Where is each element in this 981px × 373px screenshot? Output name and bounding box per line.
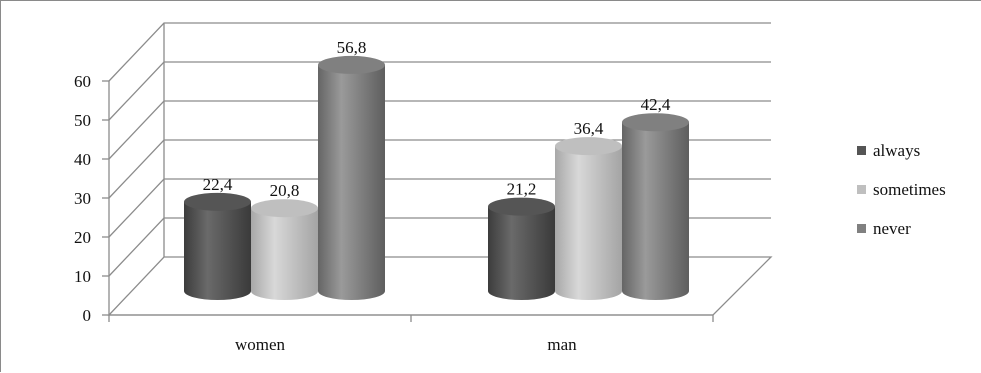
bar-never-women — [318, 55, 385, 300]
y-tick-label: 20 — [74, 228, 91, 247]
bar-top — [251, 199, 318, 218]
y-tick-label: 0 — [83, 306, 92, 325]
bar-body — [555, 146, 622, 300]
bar-top — [622, 113, 689, 132]
bar-always-women — [184, 192, 251, 300]
bar-body — [622, 122, 689, 300]
y-tick-label: 30 — [74, 189, 91, 208]
data-label: 21,2 — [507, 180, 537, 199]
legend-label: always — [873, 141, 920, 160]
data-label: 36,4 — [574, 119, 604, 138]
bar-top — [184, 192, 251, 211]
legend-item-sometimes: sometimes — [857, 180, 946, 199]
bar-body — [318, 64, 385, 300]
bar-always-man — [488, 197, 555, 300]
gridline — [108, 61, 771, 121]
legend-label: never — [873, 219, 911, 238]
legend-label: sometimes — [873, 180, 946, 199]
legend-swatch — [857, 185, 866, 194]
legend-swatch — [857, 146, 866, 155]
bar-body — [251, 208, 318, 300]
bar-body — [488, 206, 555, 300]
bar-sometimes-women — [251, 199, 318, 300]
y-tick-label: 40 — [74, 150, 91, 169]
data-label: 56,8 — [337, 38, 367, 57]
data-label: 42,4 — [641, 95, 671, 114]
bar-top — [318, 55, 385, 74]
y-tick-label: 50 — [74, 111, 91, 130]
x-tick-label: women — [235, 335, 286, 354]
gridline — [108, 22, 771, 82]
data-label: 20,8 — [270, 181, 300, 200]
bar-never-man — [622, 113, 689, 300]
legend-swatch — [857, 224, 866, 233]
bar-top — [488, 197, 555, 216]
bar-top — [555, 137, 622, 156]
y-tick-label: 10 — [74, 267, 91, 286]
data-label: 22,4 — [203, 175, 233, 194]
bar-body — [184, 201, 251, 300]
legend-item-always: always — [857, 141, 920, 160]
y-tick-label: 60 — [74, 72, 91, 91]
x-tick-label: man — [547, 335, 577, 354]
bar-sometimes-man — [555, 137, 622, 300]
legend-item-never: never — [857, 219, 911, 238]
